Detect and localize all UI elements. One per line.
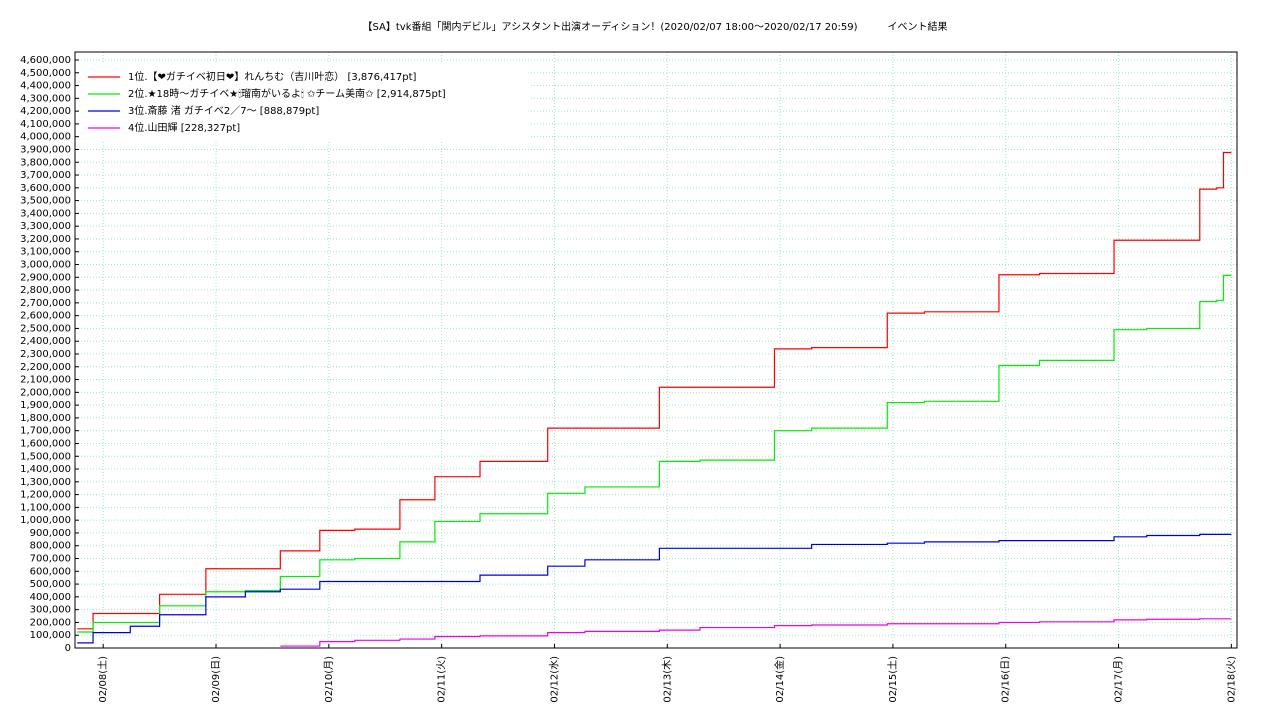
y-tick-label: 200,000 [30, 617, 71, 628]
y-tick-label: 1,200,000 [20, 490, 71, 501]
y-tick-label: 1,000,000 [20, 515, 71, 526]
y-tick-label: 3,700,000 [20, 170, 71, 181]
y-tick-label: 2,700,000 [20, 298, 71, 309]
chart-title: 【SA】tvk番組「関内デビル」アシスタント出演オーディション！(2020/02… [363, 20, 948, 33]
y-tick-label: 4,400,000 [20, 81, 71, 92]
y-tick-label: 0 [65, 643, 71, 654]
legend-box [80, 63, 530, 141]
x-tick-label: 02/18(火) [1225, 656, 1237, 703]
y-tick-label: 3,600,000 [20, 183, 71, 194]
y-tick-label: 4,500,000 [20, 68, 71, 79]
legend-label: 2位.★18時〜ガチイベ★🕯瑠南がいるよ🕯 ✩チーム美南✩ [2,914,875… [128, 87, 446, 100]
y-tick-label: 4,300,000 [20, 93, 71, 104]
x-tick-label: 02/11(火) [436, 656, 448, 703]
y-tick-label: 2,900,000 [20, 272, 71, 283]
legend-label: 1位.【❤ガチイベ初日❤】れんちむ（吉川叶恋） [3,876,417pt] [128, 70, 417, 83]
y-tick-label: 800,000 [30, 541, 71, 552]
x-tick-label: 02/15(土) [886, 656, 899, 703]
x-tick-label: 02/12(水) [548, 656, 560, 703]
y-tick-label: 1,500,000 [20, 451, 71, 462]
series-line [77, 533, 1232, 644]
y-tick-label: 3,800,000 [20, 157, 71, 168]
y-tick-label: 3,400,000 [20, 208, 71, 219]
y-tick-label: 500,000 [30, 579, 71, 590]
y-tick-label: 3,000,000 [20, 260, 71, 271]
y-tick-label: 2,400,000 [20, 336, 71, 347]
y-tick-label: 1,900,000 [20, 400, 71, 411]
y-tick-label: 1,700,000 [20, 426, 71, 437]
y-tick-label: 2,800,000 [20, 285, 71, 296]
x-tick-label: 02/16(日) [1001, 656, 1012, 703]
y-tick-label: 3,900,000 [20, 144, 71, 155]
y-tick-label: 900,000 [30, 528, 71, 539]
y-tick-label: 2,300,000 [20, 349, 71, 360]
y-tick-label: 600,000 [30, 566, 71, 577]
y-tick-label: 1,800,000 [20, 413, 71, 424]
y-tick-label: 300,000 [30, 605, 71, 616]
y-tick-label: 1,400,000 [20, 464, 71, 475]
x-tick-label: 02/10(月) [323, 656, 335, 703]
x-tick-label: 02/08(土) [96, 656, 109, 703]
y-tick-label: 2,000,000 [20, 387, 71, 398]
y-tick-label: 4,600,000 [20, 55, 71, 66]
plot-frame [74, 51, 1238, 649]
y-tick-label: 4,000,000 [20, 132, 71, 143]
y-tick-label: 3,100,000 [20, 247, 71, 258]
y-tick-label: 1,600,000 [20, 438, 71, 449]
y-tick-label: 3,500,000 [20, 196, 71, 207]
series-line [77, 274, 1232, 633]
x-tick-label: 02/13(木) [661, 656, 673, 703]
y-tick-label: 700,000 [30, 554, 71, 565]
y-tick-label: 4,100,000 [20, 119, 71, 130]
x-tick-label: 02/14(金) [773, 656, 786, 703]
y-tick-label: 2,500,000 [20, 323, 71, 334]
y-tick-label: 3,300,000 [20, 221, 71, 232]
x-tick-label: 02/09(日) [211, 656, 222, 703]
y-tick-label: 4,200,000 [20, 106, 71, 117]
y-tick-label: 3,200,000 [20, 234, 71, 245]
y-tick-label: 400,000 [30, 592, 71, 603]
legend-label: 4位.山田輝 [228,327pt] [128, 121, 240, 134]
y-tick-label: 2,200,000 [20, 362, 71, 373]
series-line [77, 151, 1232, 630]
legend-label: 3位.斎藤 渚 ガチイベ2／7〜 [888,879pt] [128, 104, 319, 117]
y-tick-label: 1,100,000 [20, 502, 71, 513]
y-tick-label: 2,600,000 [20, 311, 71, 322]
y-tick-label: 2,100,000 [20, 375, 71, 386]
x-tick-label: 02/17(月) [1113, 656, 1125, 703]
series-line [280, 618, 1232, 647]
y-tick-label: 100,000 [30, 630, 71, 641]
y-tick-label: 1,300,000 [20, 477, 71, 488]
